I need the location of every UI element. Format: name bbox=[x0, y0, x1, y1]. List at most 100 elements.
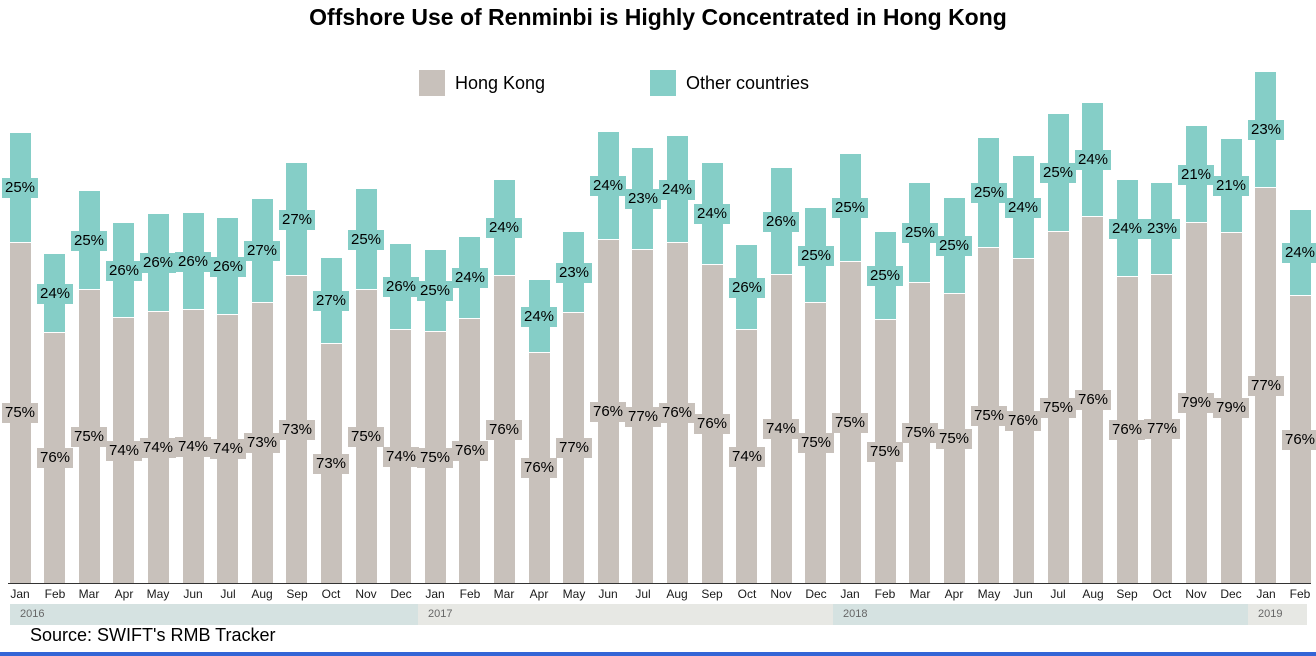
month-tick-label: Jan bbox=[10, 587, 30, 601]
hong-kong-value-label: 76% bbox=[37, 448, 74, 468]
month-tick-label: Aug bbox=[251, 587, 273, 601]
hong-kong-value-label: 73% bbox=[313, 453, 350, 474]
other-countries-value-label: 21% bbox=[1213, 176, 1250, 196]
year-label: 2017 bbox=[428, 608, 453, 620]
window-bottom-edge bbox=[0, 652, 1316, 656]
hong-kong-value-label: 76% bbox=[590, 401, 627, 422]
other-countries-value-label: 26% bbox=[175, 251, 212, 272]
month-tick-label: Mar bbox=[78, 587, 100, 601]
hong-kong-value-label: 75% bbox=[798, 433, 835, 453]
other-countries-value-label: 24% bbox=[1005, 197, 1042, 218]
hong-kong-value-label: 77% bbox=[556, 438, 593, 458]
month-tick-label: Jul bbox=[1050, 587, 1066, 601]
hong-kong-value-label: 76% bbox=[659, 403, 696, 423]
legend-item-hong-kong: Hong Kong bbox=[419, 69, 545, 97]
hong-kong-value-label: 75% bbox=[348, 426, 385, 447]
month-tick-label: Sep bbox=[701, 587, 723, 601]
hong-kong-value-label: 76% bbox=[1282, 429, 1316, 450]
year-label: 2019 bbox=[1258, 608, 1283, 620]
month-tick-label: May bbox=[146, 587, 170, 601]
month-tick-label: Jun bbox=[598, 587, 618, 601]
other-countries-value-label: 25% bbox=[71, 230, 108, 251]
hong-kong-value-label: 74% bbox=[383, 446, 420, 467]
other-countries-value-label: 24% bbox=[590, 176, 627, 196]
month-tick-label: Nov bbox=[770, 587, 792, 601]
other-countries-swatch bbox=[650, 70, 676, 96]
month-tick-label: Feb bbox=[44, 587, 66, 601]
hong-kong-value-label: 75% bbox=[2, 403, 39, 423]
month-tick-label: Jul bbox=[220, 587, 236, 601]
month-tick-label: Feb bbox=[459, 587, 481, 601]
other-countries-value-label: 25% bbox=[832, 198, 869, 218]
hong-kong-value-label: 79% bbox=[1178, 393, 1215, 413]
month-tick-label: Aug bbox=[1082, 587, 1104, 601]
hong-kong-value-label: 76% bbox=[1075, 390, 1112, 410]
year-label: 2018 bbox=[843, 608, 868, 620]
x-axis-line bbox=[8, 583, 1311, 584]
other-countries-value-label: 25% bbox=[867, 266, 904, 286]
other-countries-value-label: 25% bbox=[348, 229, 385, 250]
hong-kong-value-label: 76% bbox=[486, 419, 523, 440]
other-countries-value-label: 26% bbox=[383, 277, 420, 297]
hong-kong-value-label: 74% bbox=[729, 446, 766, 467]
other-countries-value-label: 25% bbox=[971, 183, 1008, 203]
year-band-2017: 2017 bbox=[418, 604, 833, 625]
month-tick-label: Mar bbox=[909, 587, 931, 601]
other-countries-value-label: 25% bbox=[2, 178, 39, 198]
hong-kong-value-label: 75% bbox=[971, 405, 1008, 426]
hong-kong-value-label: 75% bbox=[71, 426, 108, 447]
other-countries-value-label: 24% bbox=[521, 306, 558, 327]
month-tick-label: Apr bbox=[529, 587, 549, 601]
hong-kong-swatch bbox=[419, 70, 445, 96]
hong-kong-value-label: 79% bbox=[1213, 398, 1250, 418]
month-tick-label: Dec bbox=[1220, 587, 1242, 601]
hong-kong-value-label: 74% bbox=[175, 436, 212, 457]
month-tick-label: Dec bbox=[390, 587, 412, 601]
hong-kong-value-label: 76% bbox=[1005, 411, 1042, 431]
hong-kong-value-label: 75% bbox=[902, 423, 939, 443]
hong-kong-value-label: 76% bbox=[452, 441, 489, 461]
hong-kong-value-label: 77% bbox=[625, 406, 662, 427]
hong-kong-value-label: 77% bbox=[1248, 375, 1285, 396]
hong-kong-value-label: 73% bbox=[279, 419, 316, 440]
other-countries-value-label: 27% bbox=[313, 291, 350, 311]
month-tick-label: Jun bbox=[183, 587, 203, 601]
month-tick-label: Jun bbox=[1013, 587, 1033, 601]
month-tick-label: Feb bbox=[874, 587, 896, 601]
month-tick-label: Mar bbox=[493, 587, 515, 601]
hong-kong-value-label: 74% bbox=[763, 419, 800, 439]
other-countries-value-label: 24% bbox=[1075, 150, 1112, 170]
month-tick-label: Jul bbox=[635, 587, 651, 601]
hong-kong-value-label: 73% bbox=[244, 433, 281, 453]
hong-kong-value-label: 76% bbox=[1109, 420, 1146, 440]
month-tick-label: Oct bbox=[737, 587, 757, 601]
other-countries-value-label: 25% bbox=[902, 223, 939, 243]
other-countries-value-label: 24% bbox=[694, 204, 731, 224]
hong-kong-value-label: 75% bbox=[867, 441, 904, 462]
legend-label-other-countries: Other countries bbox=[686, 72, 810, 93]
month-tick-label: Nov bbox=[355, 587, 377, 601]
month-tick-label: Apr bbox=[944, 587, 964, 601]
other-countries-value-label: 21% bbox=[1178, 164, 1215, 185]
month-tick-label: May bbox=[562, 587, 586, 601]
other-countries-value-label: 24% bbox=[452, 268, 489, 288]
other-countries-value-label: 25% bbox=[936, 236, 973, 256]
hong-kong-value-label: 76% bbox=[694, 414, 731, 434]
legend-item-other-countries: Other countries bbox=[650, 69, 809, 97]
month-tick-label: Sep bbox=[286, 587, 308, 601]
other-countries-value-label: 23% bbox=[1144, 219, 1181, 239]
hong-kong-value-label: 75% bbox=[417, 447, 454, 468]
year-label: 2016 bbox=[20, 608, 45, 620]
month-tick-label: Dec bbox=[805, 587, 827, 601]
other-countries-value-label: 24% bbox=[37, 283, 74, 304]
other-countries-value-label: 25% bbox=[1040, 163, 1077, 183]
other-countries-value-label: 26% bbox=[763, 211, 800, 232]
hong-kong-value-label: 75% bbox=[936, 428, 973, 449]
other-countries-value-label: 23% bbox=[556, 262, 593, 283]
hong-kong-value-label: 74% bbox=[210, 439, 247, 459]
hong-kong-value-label: 76% bbox=[521, 458, 558, 478]
hong-kong-value-label: 75% bbox=[1040, 397, 1077, 418]
